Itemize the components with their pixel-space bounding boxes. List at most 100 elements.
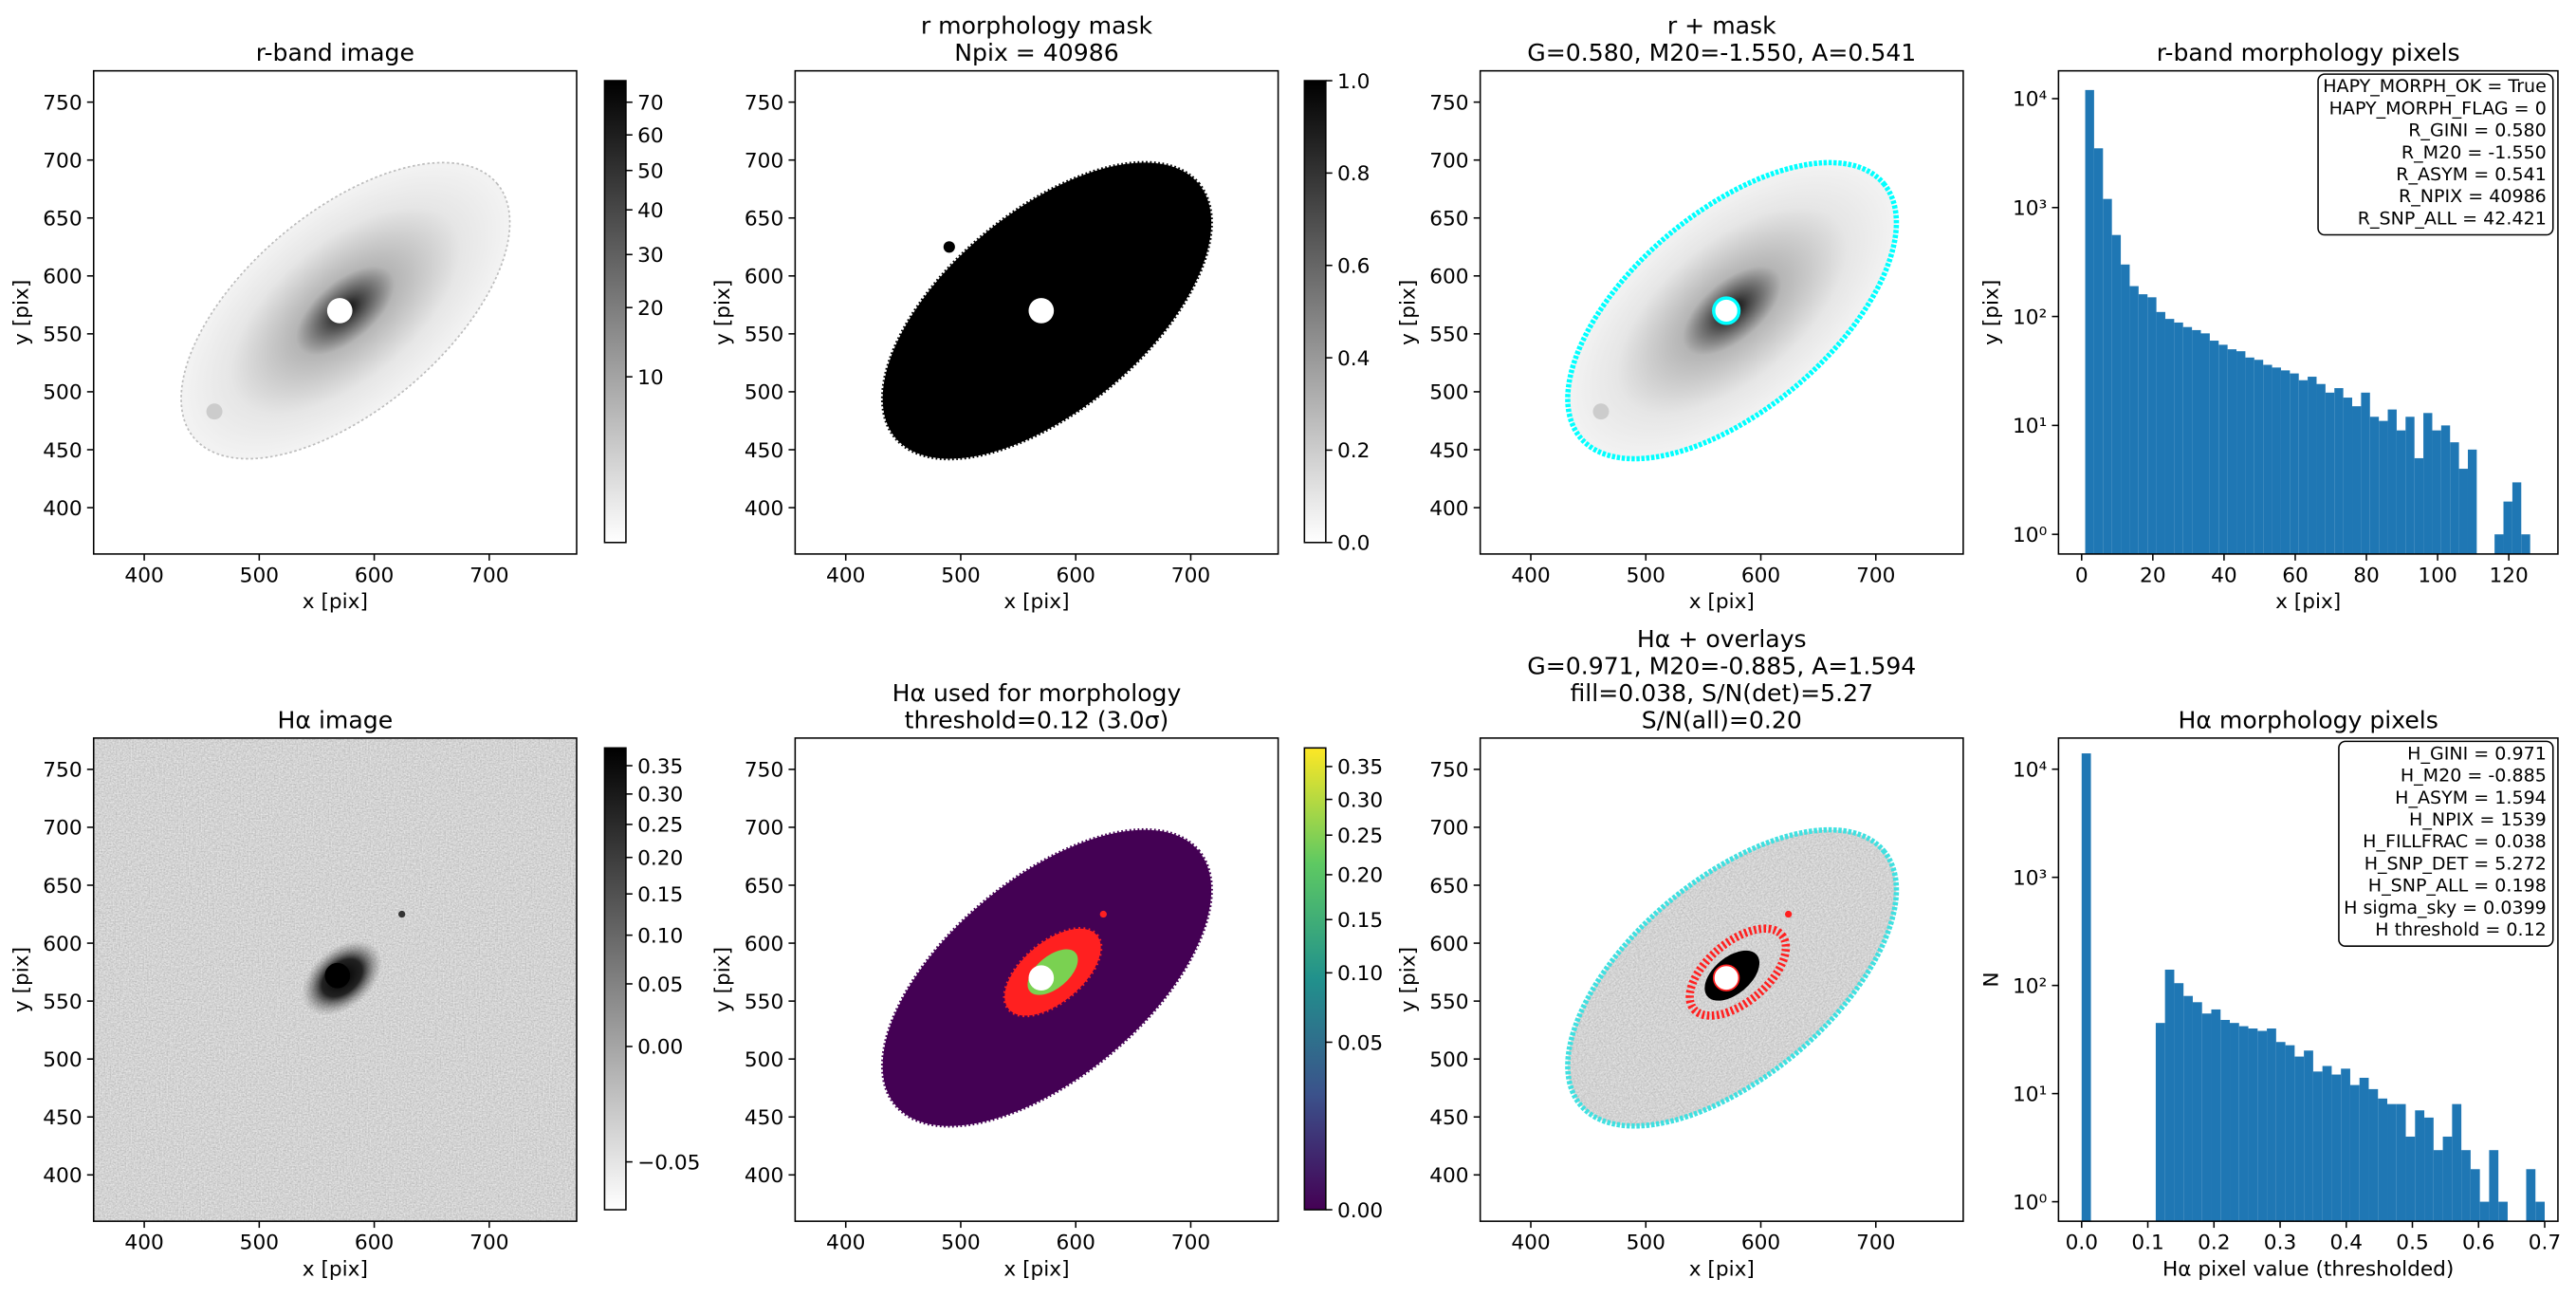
colorbar-tick-label: 0.0 [1337,532,1370,556]
bar [2368,1088,2379,1222]
y-tick-label: 450 [1429,1106,1468,1130]
panel-title: r morphology mask [921,12,1153,40]
y-tick-label: 10⁴ [2013,88,2047,112]
y-axis-label: y [pix] [1396,947,1420,1012]
y-tick-label: 550 [43,324,82,347]
x-axis-label: x [pix] [1689,590,1755,614]
x-axis-label: x [pix] [1003,590,1069,614]
bar [2470,1169,2480,1222]
mask-contour [1565,159,1900,462]
x-tick-label: 0.0 [2066,1232,2098,1255]
x-tick-label: 500 [941,564,980,587]
x-tick-label: 0.5 [2396,1232,2428,1255]
axes-frame [1479,69,1964,555]
bar [2405,417,2415,554]
panel-title: G=0.971, M20=-0.885, A=1.594 [1527,652,1916,679]
bar [2220,1019,2231,1222]
axes-frame [794,737,1279,1222]
panel-title: G=0.580, M20=-1.550, A=0.541 [1527,39,1916,66]
panel-title: Hα + overlays [1637,625,1807,653]
colorbar-tick-label: 30 [637,244,664,268]
bar [2526,1169,2536,1222]
panel-title: threshold=0.12 (3.0σ) [905,707,1169,734]
x-tick-label: 600 [355,564,394,587]
colorbar-tick-label: 0.4 [1337,347,1370,371]
y-tick-label: 750 [745,759,783,783]
bar [2479,1201,2490,1222]
bar [2405,1136,2416,1222]
y-tick-label: 600 [1429,266,1468,289]
bar [2248,1028,2258,1222]
bar [2174,983,2184,1222]
x-tick-label: 700 [469,564,508,587]
bar [2280,370,2291,554]
bar [2424,1117,2434,1222]
bar [2201,1013,2212,1222]
x-tick-label: 120 [2489,564,2528,587]
y-tick-label: 500 [1429,381,1468,405]
x-tick-label: 0.1 [2131,1232,2163,1255]
colorbar-tick-label: 0.05 [637,973,683,997]
x-tick-label: 0.2 [2198,1232,2230,1255]
panel: Hα morphology pixels 0.0 0.1 0.2 0.3 0.4 0.5 0.… [1979,707,2561,1282]
colorbar-tick-label: 60 [637,124,664,148]
x-tick-label: 500 [941,1232,980,1255]
axes-frame [2057,737,2559,1222]
bar [2361,392,2370,554]
y-tick-label: 600 [43,933,82,956]
y-tick-label: 10³ [2013,197,2047,221]
y-axis-label: y [pix] [711,947,735,1012]
x-tick-label: 400 [826,1232,865,1255]
bar [2503,501,2512,554]
bar [2285,1045,2295,1222]
x-axis-label: x [pix] [2275,590,2341,614]
colorbar-tick-label: 0.20 [1337,864,1383,888]
x-tick-label: 600 [355,1232,394,1255]
x-tick-label: 700 [1171,564,1210,587]
annotation-line: H_SNP_ALL = 0.198 [2368,876,2547,897]
y-tick-label: 650 [43,875,82,899]
colorbar-tick-label: 0.30 [637,784,683,807]
annotation-line: H threshold = 0.12 [2375,919,2547,940]
annotation-box [2317,73,2554,236]
panel-title: r + mask [1667,12,1776,40]
y-tick-label: 750 [1429,759,1468,783]
bar [2129,286,2139,554]
image [93,737,577,1222]
bar [2396,430,2406,554]
bar [2263,364,2272,554]
y-tick-label: 700 [1429,817,1468,841]
bar [2432,430,2441,554]
y-tick-label: 400 [745,1164,783,1188]
colorbar-tick-label: 0.00 [637,1036,683,1060]
y-tick-label: 500 [43,381,82,405]
axes-frame [92,69,578,555]
x-tick-label: 500 [240,564,279,587]
panel-title: Hα image [278,707,394,734]
annotation-line: H_FILLFRAC = 0.038 [2363,831,2547,852]
bar [2461,1150,2471,1222]
colorbar-tick-label: 10 [637,366,664,390]
x-tick-label: 0.4 [2330,1232,2363,1255]
colorbar-tick-label: 0.25 [1337,825,1383,848]
mask-hole [326,298,353,324]
bar [2450,442,2459,554]
image [795,70,1279,554]
y-axis-label: y [pix] [711,280,735,345]
colorbar-tick-label: 0.8 [1337,162,1370,186]
threshold [1685,924,1791,1020]
x-tick-label: 400 [124,1232,163,1255]
y-tick-label: 500 [745,381,783,405]
mask-hole [1712,964,1740,991]
mask-blob [1181,183,1193,195]
bar [2257,1030,2268,1222]
x-tick-label: 500 [240,1232,279,1255]
axes-frame [2057,69,2559,555]
annotation-box [2338,740,2554,947]
axes-frame [794,69,1279,555]
bar [2164,969,2175,1222]
y-tick-label: 400 [43,1164,82,1188]
x-tick-label: 400 [1511,564,1550,587]
bar [2147,297,2157,554]
